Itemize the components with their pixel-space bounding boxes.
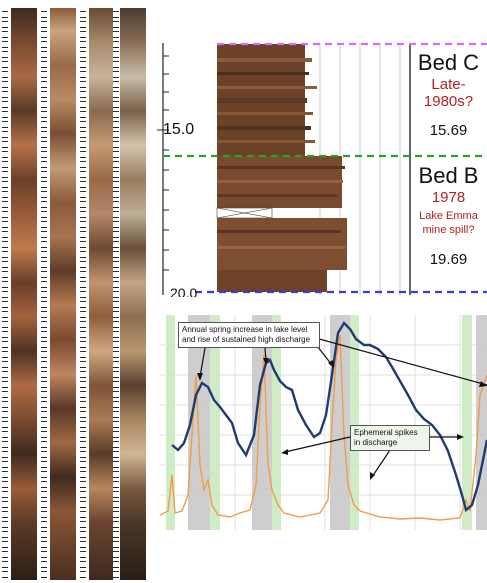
- annotation-ephemeral-spikes: Ephemeral spikes in discharge: [350, 425, 430, 451]
- lake-level-line: [171, 321, 487, 513]
- bed-b-note: Lake Emma mine spill?: [419, 210, 478, 236]
- bed-b-column: [216, 156, 347, 292]
- arrow-heads: [197, 358, 487, 480]
- core-column-1: [11, 8, 37, 580]
- stratigraphy-log: [157, 42, 487, 295]
- core-column-2: [50, 8, 76, 580]
- depth-ticks: [157, 55, 169, 271]
- bed-c-label: Bed C Late- 1980s? 15.69: [410, 50, 487, 139]
- bed-b-depth: 19.69: [429, 251, 468, 268]
- bed-c-name: Bed C: [417, 50, 480, 75]
- core-ruler: [41, 8, 47, 580]
- core-column-3: [89, 8, 115, 580]
- core-ruler: [2, 8, 8, 580]
- depth-label-15: 15.0: [163, 121, 195, 138]
- core-ruler: [80, 8, 86, 580]
- bed-c-column: [217, 44, 317, 156]
- discharge-line: [160, 334, 487, 521]
- bed-c-depth: 15.69: [429, 122, 468, 139]
- core-ruler: [113, 8, 119, 580]
- bed-b-label: Bed B 1978 Lake Emma mine spill? 19.69: [410, 163, 487, 268]
- core-column-4: [120, 8, 146, 580]
- spike-bands: [166, 315, 472, 530]
- bed-c-date: Late- 1980s?: [423, 76, 474, 110]
- annotation-spring-rise: Annual spring increase in lake level and…: [178, 322, 320, 348]
- bed-b-date: 1978: [431, 189, 466, 206]
- bed-b-name: Bed B: [418, 163, 479, 188]
- hydrograph: [160, 315, 487, 530]
- depth-label-20: 20.0: [170, 285, 198, 297]
